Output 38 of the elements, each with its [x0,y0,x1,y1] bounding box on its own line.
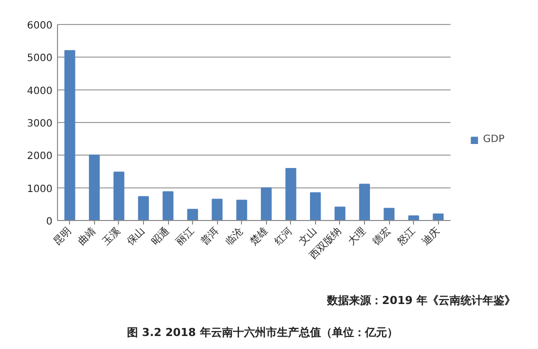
x-tick-label: 丽江 [174,224,196,248]
legend-label: GDP [483,134,504,145]
bar [64,50,76,221]
y-tick-label: 0 [46,216,53,228]
y-tick-label: 6000 [27,20,53,32]
text: 图 3.2 2018 年云南十六州市生产总值（单位：亿元） [127,326,398,339]
x-tick-label: 昆明 [52,226,74,248]
bar [285,168,296,221]
bar [113,172,124,221]
bar [310,192,321,221]
x-tick-label: 迪庆 [419,224,442,248]
bar [88,154,100,221]
x-tick-label: 德宏 [370,224,393,248]
bar [187,208,198,221]
x-tick-label: 临沧 [222,224,246,248]
bar [236,200,248,221]
y-tick-label: 3000 [27,118,53,130]
y-tick-label: 2000 [27,151,53,162]
x-tick-label: 保山 [124,224,148,248]
bar [162,191,174,221]
x-tick-label: 红河 [272,224,295,248]
x-tick-label: 大理 [346,224,368,248]
bar [359,184,370,221]
bar [212,198,223,221]
source-note: 数据来源：2019 年《云南统计年鉴》 [326,294,516,307]
y-tick-label: 4000 [27,86,53,97]
bar [260,187,272,221]
bar [138,196,149,221]
x-tick-label: 普洱 [198,224,222,248]
y-tick-label: 1000 [27,184,53,195]
x-tick-label: 曲靖 [76,224,98,248]
bar [384,208,395,221]
x-tick-label: 玉溪 [100,224,123,248]
y-tick-label: 5000 [27,53,53,64]
x-tick-label: 怒江 [394,224,418,248]
bar [334,206,346,221]
x-tick-label: 楚雄 [248,224,270,248]
x-tick-label: 昭通 [149,224,172,248]
